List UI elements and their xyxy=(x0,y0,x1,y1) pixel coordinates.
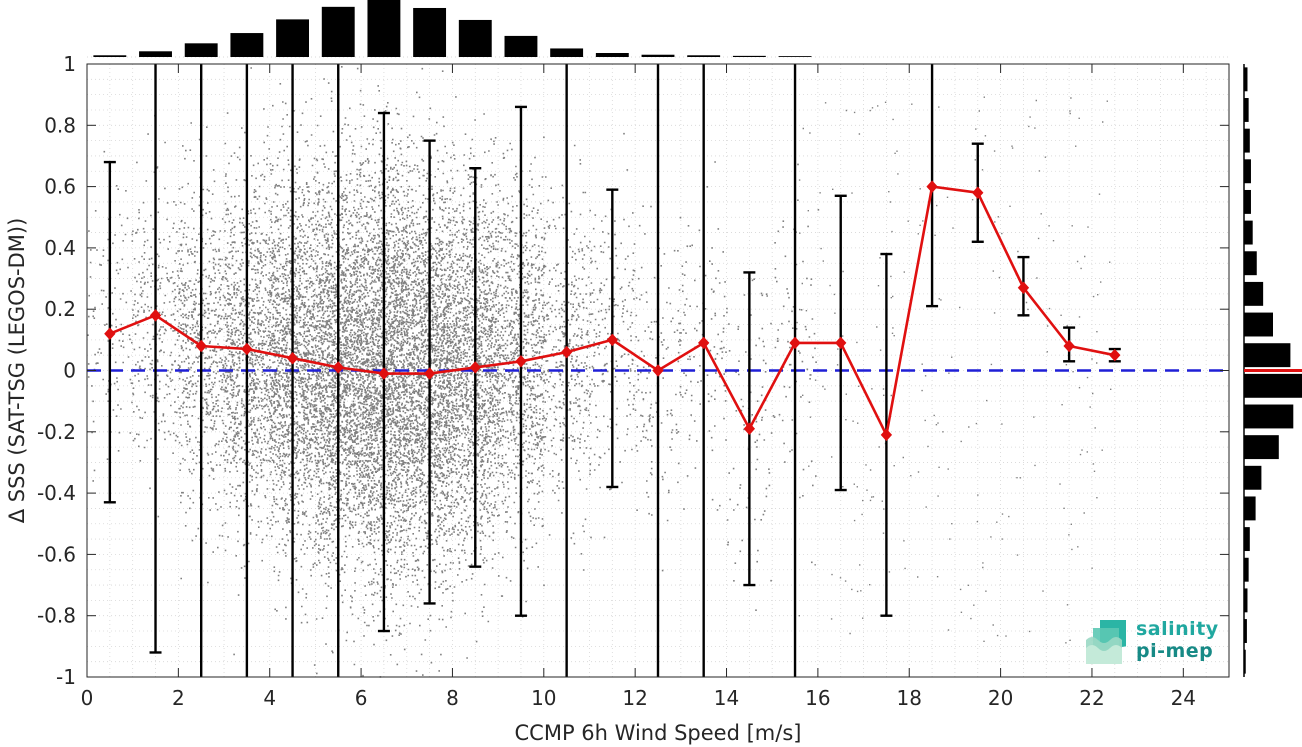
x-tick-label: 4 xyxy=(263,686,276,710)
right-hist-bar xyxy=(1244,465,1262,490)
mean-point xyxy=(698,336,710,350)
mean-point xyxy=(195,339,207,353)
right-hist-bar xyxy=(1244,251,1257,276)
top-hist-bar xyxy=(778,56,812,57)
mean-point xyxy=(149,309,162,322)
mean-point xyxy=(926,180,938,193)
y-axis-label: Δ SSS (SAT-TSG (LEGOS-DM)) xyxy=(5,218,29,524)
y-tick-label: 1 xyxy=(63,52,76,76)
right-hist-bar xyxy=(1244,281,1264,306)
top-hist-bar xyxy=(504,35,538,57)
x-tick-label: 22 xyxy=(1079,686,1104,710)
right-hist-bar xyxy=(1244,159,1251,184)
right-hist-bar xyxy=(1244,496,1256,521)
mean-point xyxy=(469,361,481,374)
x-tick-label: 8 xyxy=(446,686,459,710)
right-hist-bar xyxy=(1244,98,1249,122)
mean-point xyxy=(1017,281,1030,294)
top-hist-bar xyxy=(367,0,401,57)
right-hist-bar xyxy=(1244,557,1249,582)
top-hist-bar xyxy=(321,6,355,57)
mean-point xyxy=(606,333,618,347)
y-tick-label: 0.2 xyxy=(44,297,76,321)
top-hist-bar xyxy=(595,53,629,57)
top-histogram xyxy=(87,0,1229,58)
logo-word-pi-mep: pi-mep xyxy=(1136,640,1214,662)
right-hist-bar xyxy=(1244,312,1273,337)
x-tick-label: 2 xyxy=(172,686,185,710)
x-tick-label: 0 xyxy=(81,686,94,710)
mean-point xyxy=(1063,339,1075,353)
y-tick-label: -0.8 xyxy=(37,604,76,628)
salinity-pi-mep-logo: salinity pi-mep xyxy=(1086,618,1219,668)
mean-point xyxy=(743,422,756,435)
mean-point xyxy=(560,345,573,359)
y-tick-label: 0.8 xyxy=(44,113,76,137)
mean-point xyxy=(1109,348,1121,362)
y-tick-label: -1 xyxy=(56,665,76,689)
mean-point xyxy=(972,186,984,199)
y-tick-label: -0.4 xyxy=(37,481,76,505)
top-hist-bar xyxy=(184,43,218,57)
right-hist-bar xyxy=(1244,67,1248,92)
right-hist-bar xyxy=(1244,404,1294,429)
x-axis-label: CCMP 6h Wind Speed [m/s] xyxy=(515,721,802,745)
mean-point xyxy=(835,336,847,350)
mean-point xyxy=(332,361,344,374)
top-hist-bar xyxy=(550,48,584,57)
mean-point xyxy=(286,351,299,365)
mean-point xyxy=(789,336,801,350)
x-tick-label: 16 xyxy=(805,686,830,710)
right-hist-bar xyxy=(1244,619,1247,643)
x-tick-label: 10 xyxy=(531,686,556,710)
x-tick-label: 12 xyxy=(622,686,647,710)
mean-point xyxy=(652,364,664,377)
right-hist-bar xyxy=(1244,220,1253,245)
mean-point xyxy=(423,367,436,380)
scatter-points xyxy=(87,66,1112,678)
x-tick-label: 24 xyxy=(1171,686,1196,710)
right-histogram xyxy=(1243,64,1302,677)
top-hist-bar xyxy=(93,55,127,57)
y-tick-label: 0.4 xyxy=(44,236,76,260)
y-tick-label: -0.2 xyxy=(37,420,76,444)
top-hist-bar xyxy=(139,51,172,57)
mean-point xyxy=(241,342,253,356)
right-hist-bar xyxy=(1244,373,1302,398)
top-hist-bar xyxy=(276,19,310,58)
right-hist-bar xyxy=(1244,588,1248,613)
right-hist-bar xyxy=(1244,649,1246,674)
right-hist-bar xyxy=(1244,527,1250,552)
right-hist-bar xyxy=(1244,128,1250,153)
scatter-cloud xyxy=(87,66,1112,678)
y-tick-label: 0.6 xyxy=(44,175,76,199)
logo-mark-icon xyxy=(1086,620,1126,664)
right-hist-bar xyxy=(1244,343,1291,368)
top-hist-bar xyxy=(230,33,264,57)
right-hist-bar xyxy=(1244,435,1279,460)
top-hist-bar xyxy=(413,7,447,58)
mean-point xyxy=(104,327,116,340)
top-hist-bar xyxy=(732,55,766,57)
x-tick-label: 18 xyxy=(897,686,922,710)
ticks: 0 2 4 6 8 10 12 14 16 18 20 22 2410.80.60.40.20-0.2-… xyxy=(37,52,1229,710)
y-tick-label: 0 xyxy=(63,359,76,383)
top-hist-bar xyxy=(458,19,492,57)
mean-point xyxy=(378,367,390,380)
mean-series xyxy=(104,180,1121,442)
top-hist-bar xyxy=(641,54,675,57)
x-tick-label: 20 xyxy=(988,686,1013,710)
right-hist-bar xyxy=(1244,189,1251,214)
mean-point xyxy=(515,355,527,368)
top-hist-bar xyxy=(687,55,721,57)
mean-point xyxy=(880,428,893,442)
logo-word-salinity: salinity xyxy=(1136,618,1219,640)
y-tick-label: -0.6 xyxy=(37,542,76,566)
x-tick-label: 6 xyxy=(355,686,368,710)
x-tick-label: 14 xyxy=(714,686,739,710)
